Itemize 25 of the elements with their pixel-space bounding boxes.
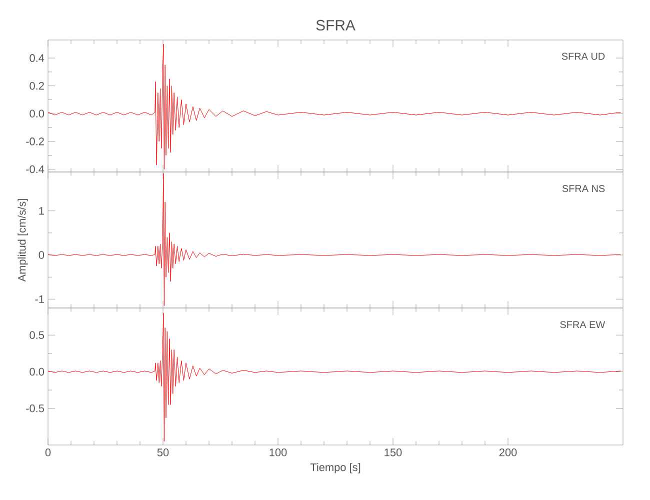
y-tick-label: 0.5 xyxy=(30,331,44,339)
x-axis-title: Tiempo [s] xyxy=(310,463,360,474)
x-tick-label: 0 xyxy=(45,448,51,456)
y-tick-label: 0 xyxy=(38,251,44,259)
y-tick-label: 0.4 xyxy=(30,54,44,62)
x-tick-label: 200 xyxy=(499,448,517,456)
y-tick-label: 0.0 xyxy=(30,368,44,376)
x-tick-label: 150 xyxy=(384,448,402,456)
line-series xyxy=(48,44,621,170)
y-axis-title: Amplitud [cm/s/s] xyxy=(18,199,28,282)
chart-title: SFRA xyxy=(316,20,356,30)
x-tick-label: 100 xyxy=(270,448,287,456)
annotation: SFRA UD xyxy=(562,52,605,60)
y-tick-label: 0.0 xyxy=(30,110,44,118)
annotation: SFRA NS xyxy=(562,185,605,192)
y-tick-label: 1 xyxy=(39,207,44,215)
line-series xyxy=(48,312,621,442)
y-tick-label: 0.2 xyxy=(30,82,44,90)
line-series xyxy=(48,173,621,306)
y-tick-label: -0.5 xyxy=(26,404,44,412)
x-tick-label: 50 xyxy=(157,448,169,456)
y-tick-label: -0.2 xyxy=(26,138,44,146)
annotation: SFRA EW xyxy=(560,321,606,328)
y-tick-label: -1 xyxy=(35,295,44,303)
y-tick-label: -0.4 xyxy=(26,165,44,174)
